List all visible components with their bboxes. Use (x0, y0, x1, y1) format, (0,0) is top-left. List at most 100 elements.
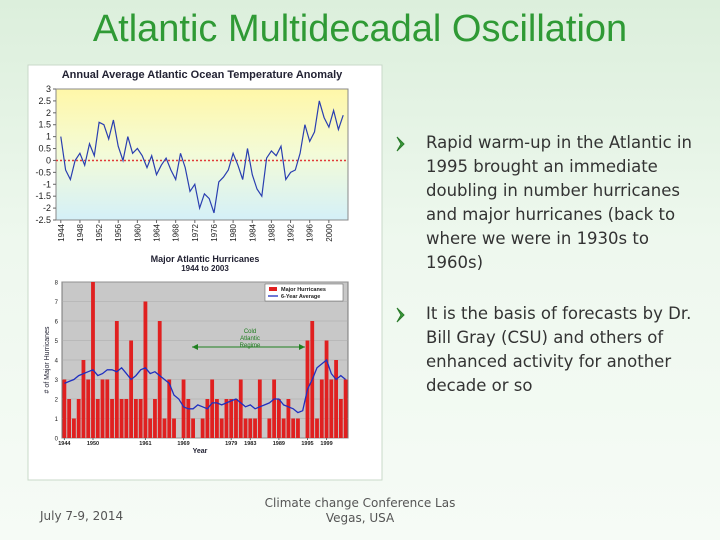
bar (76, 399, 81, 438)
bar (148, 418, 153, 438)
bar (338, 399, 343, 438)
bar (91, 282, 95, 438)
y-tick-label: 3 (55, 378, 59, 384)
x-tick-label: 1996 (306, 223, 315, 241)
bullet-marker (396, 307, 405, 323)
y-tick-label: -1 (43, 179, 51, 189)
bar (219, 418, 224, 438)
bullet-marker (396, 136, 405, 152)
bar (191, 418, 195, 438)
legend-label: 6-Year Average (281, 294, 320, 300)
y-tick-label: 4 (55, 359, 59, 365)
x-tick-label: 1976 (210, 223, 219, 241)
x-tick-label: 1995 (301, 441, 313, 447)
y-tick-label: -2.5 (35, 215, 51, 225)
x-tick-label: 1969 (177, 441, 189, 447)
x-tick-label: 2000 (325, 223, 334, 241)
bar (105, 379, 110, 438)
legend-swatch (269, 287, 277, 291)
y-tick-label: 5 (55, 339, 59, 345)
bar (124, 399, 129, 438)
bullet-text: It is the basis of forecasts by Dr. Bill… (426, 304, 692, 395)
legend-box (264, 283, 344, 302)
bar (72, 418, 76, 438)
y-tick-label: 2 (55, 398, 59, 404)
footer-date: July 7-9, 2014 (40, 509, 124, 523)
bar (315, 418, 319, 438)
bar (257, 379, 262, 438)
x-tick-label: 1984 (248, 223, 257, 241)
x-tick-label: 1960 (133, 223, 142, 241)
x-tick-label: 1999 (320, 441, 332, 447)
bar (281, 418, 286, 438)
bar (238, 379, 243, 438)
bar (267, 418, 272, 438)
annotation: Regime (240, 343, 261, 349)
y-tick-label: 1.5 (38, 120, 51, 130)
x-tick-label: 1944 (57, 223, 66, 241)
y-tick-label: -0.5 (35, 167, 51, 177)
y-tick-label: 2 (46, 108, 51, 118)
y-tick-label: 0.5 (38, 144, 51, 154)
chart-subtitle: 1944 to 2003 (181, 264, 229, 273)
y-tick-label: 1 (46, 132, 51, 142)
bar (248, 418, 253, 438)
x-tick-label: 1968 (172, 223, 181, 241)
bar (291, 418, 296, 438)
y-tick-label: 2.5 (38, 96, 51, 106)
y-tick-label: 0 (46, 155, 51, 165)
bar (162, 418, 167, 438)
bar (243, 418, 248, 438)
bar (62, 379, 67, 438)
bar (181, 379, 186, 438)
y-tick-label: 6 (55, 320, 59, 326)
annotation: Atlantic (240, 336, 260, 342)
bar (86, 379, 91, 438)
bar (205, 399, 210, 438)
bar (210, 379, 215, 438)
bar (276, 399, 281, 438)
bar (186, 399, 191, 438)
x-tick-label: 1972 (191, 223, 200, 241)
chart-title: Major Atlantic Hurricanes (151, 254, 260, 264)
bar (286, 399, 291, 438)
x-tick-label: 1948 (76, 223, 85, 241)
y-tick-label: 0 (55, 437, 59, 443)
x-tick-label: 1950 (87, 441, 99, 447)
bar (67, 399, 72, 438)
average-line (64, 358, 347, 414)
data-line (60, 100, 344, 214)
x-tick-label: 1944 (58, 441, 71, 447)
bar (334, 360, 338, 438)
bullet-text: Rapid warm-up in the Atlantic in 1995 br… (426, 133, 692, 272)
bar (133, 399, 138, 438)
x-tick-label: 1983 (244, 441, 256, 447)
y-tick-label: 1 (55, 417, 59, 423)
bar (157, 321, 162, 438)
x-tick-label: 1988 (267, 223, 276, 241)
x-tick-label: 1992 (287, 223, 296, 241)
slide-title: Atlantic Multidecadal Oscillation (92, 8, 628, 50)
y-tick-label: -1.5 (35, 191, 51, 201)
bar (129, 340, 134, 438)
bar (324, 340, 329, 438)
x-tick-label: 1989 (273, 441, 285, 447)
bar (114, 321, 119, 438)
bar (229, 399, 234, 438)
bar (119, 399, 124, 438)
x-tick-label: 1952 (95, 223, 104, 241)
bar (95, 399, 100, 438)
bar (172, 418, 176, 438)
bar (100, 379, 105, 438)
bar (329, 379, 334, 438)
y-tick-label: 7 (55, 300, 59, 306)
y-tick-label: 8 (55, 281, 59, 287)
bar (234, 399, 238, 438)
bar (215, 399, 219, 438)
x-axis-label: Year (193, 448, 208, 455)
chart-title: Annual Average Atlantic Ocean Temperatur… (62, 69, 343, 81)
bar (319, 379, 324, 438)
footer-event: Climate change Conference Las Vegas, USA (264, 496, 456, 525)
